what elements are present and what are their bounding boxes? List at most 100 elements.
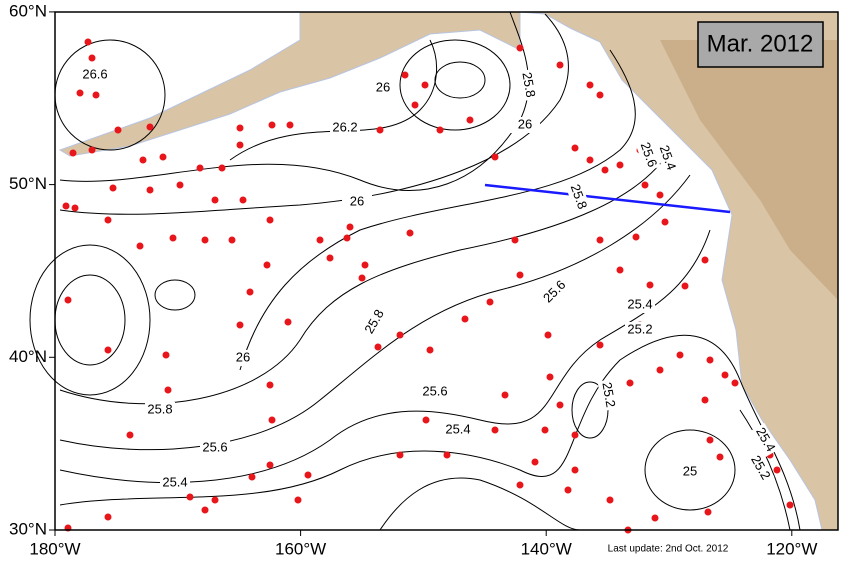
- contour-label: 26.2: [332, 119, 357, 134]
- float-dot: [546, 373, 554, 381]
- float-dot: [716, 453, 724, 461]
- float-dot: [326, 254, 334, 262]
- float-dot: [486, 298, 494, 306]
- label-bg: [368, 80, 398, 96]
- contour: [739, 409, 791, 531]
- lat-tick-label: 60°N: [9, 1, 47, 20]
- label-bg: [160, 475, 190, 491]
- contour: [434, 61, 486, 99]
- float-dot: [606, 496, 614, 504]
- float-dot: [246, 288, 254, 296]
- float-dot: [501, 391, 509, 399]
- float-dot: [201, 236, 209, 244]
- contour-label: 26.6: [82, 66, 107, 81]
- float-dot: [632, 233, 640, 241]
- float-dot: [211, 196, 219, 204]
- float-dot: [571, 144, 579, 152]
- float-dot: [401, 71, 409, 79]
- label-bg: [654, 141, 680, 175]
- float-dot: [773, 466, 781, 474]
- float-dot: [228, 236, 236, 244]
- float-dot: [461, 315, 469, 323]
- float-positions: [62, 38, 794, 534]
- title-box: [697, 21, 824, 68]
- float-dot: [626, 379, 634, 387]
- label-bg: [443, 422, 473, 438]
- float-dot: [201, 506, 209, 514]
- mountains: [660, 40, 838, 300]
- lat-tick-label: 50°N: [9, 174, 47, 193]
- float-dot: [248, 473, 256, 481]
- label-bg: [517, 68, 539, 102]
- float-dot: [656, 191, 664, 199]
- float-dot: [136, 242, 144, 250]
- contours: [29, 11, 801, 531]
- contour: [59, 13, 569, 215]
- float-dot: [84, 38, 92, 46]
- float-dot: [88, 54, 96, 62]
- contour-label: 26: [376, 79, 390, 94]
- float-dot: [596, 91, 604, 99]
- label-bg: [200, 440, 230, 456]
- float-dot: [176, 181, 184, 189]
- float-dot: [586, 81, 594, 89]
- label-bg: [625, 297, 655, 313]
- label-bg: [360, 305, 390, 339]
- contour-label: 25.8: [147, 401, 172, 416]
- float-dot: [651, 514, 659, 522]
- label-bg: [330, 120, 360, 136]
- footnote: Last update: 2nd Oct. 2012: [608, 544, 729, 555]
- float-dot: [571, 431, 579, 439]
- label-bg: [565, 180, 591, 214]
- float-dot: [681, 282, 689, 290]
- section-line: [484, 183, 731, 214]
- float-dot: [616, 161, 624, 169]
- float-dot: [706, 356, 714, 364]
- float-dot: [104, 513, 112, 521]
- contour-label: 25.4: [627, 296, 652, 311]
- float-dot: [286, 121, 294, 129]
- land: [58, 11, 521, 157]
- float-dot: [491, 153, 499, 161]
- float-dot: [69, 149, 77, 157]
- label-bg: [625, 322, 655, 338]
- float-dot: [266, 381, 274, 389]
- title: Mar. 2012: [707, 30, 814, 57]
- float-dot: [104, 346, 112, 354]
- float-dot: [616, 266, 624, 274]
- float-dot: [218, 164, 226, 172]
- contour: [59, 229, 711, 483]
- float-dot: [211, 496, 219, 504]
- float-dot: [661, 218, 669, 226]
- float-dot: [146, 186, 154, 194]
- float-dot: [443, 451, 451, 459]
- float-dot: [596, 236, 604, 244]
- contour: [59, 334, 801, 531]
- float-dot: [406, 229, 414, 237]
- float-dot: [146, 123, 154, 131]
- contour-label: 25.4: [162, 474, 187, 489]
- float-dot: [284, 318, 292, 326]
- lon-tick-label: 160°W: [275, 539, 326, 558]
- float-dot: [266, 461, 274, 469]
- float-dot: [516, 44, 524, 52]
- lat-tick-label: 40°N: [9, 347, 47, 366]
- label-bg: [80, 67, 110, 83]
- contour-label: 25.6: [202, 439, 227, 454]
- float-dot: [601, 166, 609, 174]
- float-dot: [656, 366, 664, 374]
- float-dot: [92, 91, 100, 99]
- float-dot: [531, 458, 539, 466]
- float-dot: [316, 236, 324, 244]
- contour: [239, 49, 636, 371]
- label-bg: [675, 464, 705, 480]
- float-dot: [731, 379, 739, 387]
- label-bg: [745, 451, 775, 485]
- contour-label: 26: [518, 116, 532, 131]
- float-dot: [263, 261, 271, 269]
- label-bg: [145, 402, 175, 418]
- float-dot: [511, 236, 519, 244]
- float-dot: [596, 341, 604, 349]
